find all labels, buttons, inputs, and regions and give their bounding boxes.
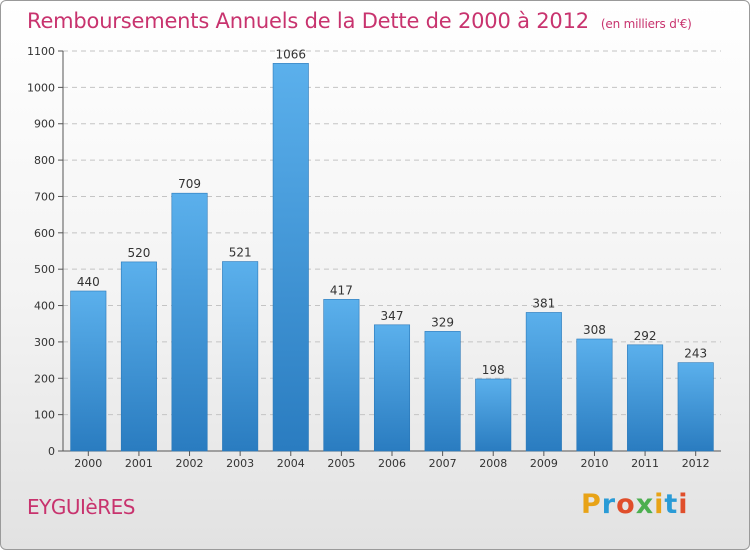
bar [576, 338, 613, 452]
x-tick-label: 2011 [631, 457, 659, 470]
bar [323, 299, 360, 452]
bar [627, 344, 664, 452]
data-labels: 440 520 709 521 1066 417 347 329 198 381 308 292 243 [77, 47, 707, 377]
data-label: 292 [634, 329, 657, 343]
y-tick-label: 400 [34, 300, 55, 313]
chart-subtitle: (en milliers d'€) [600, 17, 692, 31]
x-tick-labels: 2000 2001 2002 2003 2004 2005 2006 2007 2008 2009… [74, 457, 709, 470]
logo-letter: o [616, 489, 636, 520]
y-tick-label: 1000 [27, 81, 55, 94]
y-tick-label: 500 [34, 263, 55, 276]
bar [272, 63, 309, 452]
x-tick-label: 2000 [74, 457, 102, 470]
data-label: 198 [482, 363, 505, 377]
data-label: 347 [381, 309, 404, 323]
bar [120, 261, 157, 452]
y-tick-label: 600 [34, 227, 55, 240]
data-label: 709 [178, 177, 201, 191]
y-tick-label: 700 [34, 190, 55, 203]
x-tick-label: 2007 [429, 457, 457, 470]
x-tick-label: 2009 [530, 457, 558, 470]
x-tick-label: 2006 [378, 457, 406, 470]
logo-letter: x [635, 489, 655, 520]
bar [475, 378, 512, 452]
x-tick-label: 2005 [327, 457, 355, 470]
data-label: 440 [77, 275, 100, 289]
y-tick-label: 900 [34, 118, 55, 131]
bar [70, 290, 107, 452]
y-tick-label: 800 [34, 154, 55, 167]
y-tick-labels: 0 100 200 300 400 500 600 700 800 900 1000 1100 [27, 45, 55, 458]
y-tick-label: 200 [34, 372, 55, 385]
bar [424, 331, 461, 452]
y-tick-label: 300 [34, 336, 55, 349]
data-label: 243 [684, 347, 707, 361]
title-text: Remboursements Annuels de la Dette de 20… [27, 9, 589, 33]
proxiti-logo[interactable]: Proxiti [581, 489, 689, 520]
chart-title: Remboursements Annuels de la Dette de 20… [27, 9, 692, 33]
logo-letter: r [601, 489, 617, 520]
data-label: 381 [532, 296, 555, 310]
data-label: 417 [330, 283, 353, 297]
logo-letter: P [581, 489, 602, 520]
logo-letter: t [664, 489, 679, 520]
x-tick-label: 2001 [125, 457, 153, 470]
data-label: 329 [431, 315, 454, 329]
logo-letter: i [654, 489, 665, 520]
bar [222, 261, 259, 452]
bars [70, 63, 714, 452]
data-label: 520 [127, 246, 150, 260]
logo-letter: i [678, 489, 689, 520]
y-tick-label: 0 [48, 445, 55, 458]
bar [171, 192, 208, 452]
bar [373, 324, 411, 452]
bar [677, 362, 714, 452]
y-tick-label: 100 [34, 409, 55, 422]
data-label: 1066 [275, 47, 306, 61]
x-tick-label: 2008 [479, 457, 507, 470]
city-name: EYGUIèRES [27, 495, 135, 519]
data-label: 308 [583, 323, 606, 337]
x-tick-label: 2003 [226, 457, 254, 470]
y-tick-label: 1100 [27, 45, 55, 58]
bar [525, 312, 562, 452]
x-tick-label: 2012 [682, 457, 710, 470]
x-tick-label: 2004 [277, 457, 305, 470]
data-label: 521 [229, 246, 252, 260]
x-tick-label: 2010 [580, 457, 608, 470]
x-tick-label: 2002 [176, 457, 204, 470]
